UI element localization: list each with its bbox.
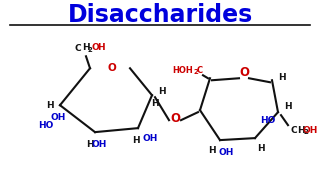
Text: H: H (278, 73, 286, 82)
Text: H: H (257, 144, 265, 153)
Text: H: H (46, 101, 54, 110)
Text: HOH: HOH (172, 66, 193, 75)
Text: C: C (75, 44, 81, 53)
Text: H: H (297, 126, 305, 135)
Text: HO: HO (260, 116, 276, 125)
Text: O: O (108, 63, 116, 73)
Text: O: O (239, 66, 249, 79)
Text: OH: OH (218, 148, 234, 157)
Text: H: H (151, 99, 159, 108)
Text: OH: OH (142, 134, 158, 143)
Text: C: C (197, 66, 203, 75)
Text: 2: 2 (194, 69, 198, 75)
Text: Disaccharides: Disaccharides (68, 3, 252, 27)
Text: H: H (158, 87, 166, 96)
Text: OH: OH (302, 126, 318, 135)
Text: H: H (86, 140, 94, 149)
Text: 2: 2 (304, 129, 308, 135)
Text: C: C (291, 126, 297, 135)
Text: HO: HO (38, 121, 54, 130)
Text: O: O (91, 43, 99, 52)
Text: OH: OH (91, 140, 107, 149)
Text: H: H (82, 43, 90, 52)
Text: H: H (208, 146, 216, 155)
Text: H: H (284, 102, 292, 111)
Text: H: H (97, 43, 105, 52)
Text: OH: OH (50, 113, 66, 122)
Text: O: O (170, 112, 180, 125)
Text: 2: 2 (88, 47, 92, 53)
Text: H: H (132, 136, 140, 145)
